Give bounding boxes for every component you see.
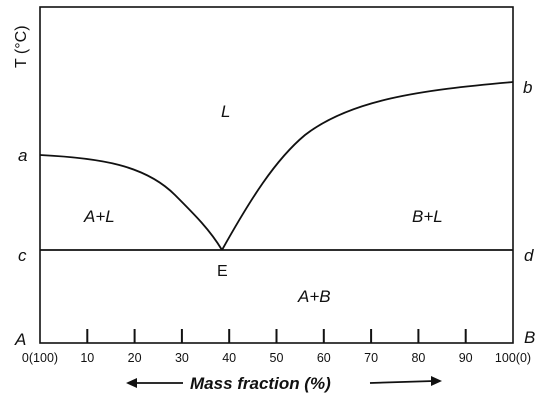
x-axis-label-group: Mass fraction (%)	[126, 374, 442, 393]
x-tick-label: 60	[317, 351, 331, 365]
x-tick-label: 70	[364, 351, 378, 365]
y-axis-label: T (°C)	[13, 25, 30, 68]
left-arrow-icon	[126, 378, 137, 388]
liquidus-curve-left	[39, 154, 223, 251]
label-d: d	[524, 246, 534, 265]
region-a-plus-b: A+B	[297, 287, 331, 306]
x-tick-label: 80	[411, 351, 425, 365]
x-axis-label: Mass fraction (%)	[190, 374, 331, 393]
x-axis-ticks	[86, 329, 467, 343]
label-A: A	[14, 330, 26, 349]
eutectic-point-label: E	[217, 263, 228, 280]
label-a: a	[18, 146, 27, 165]
region-liquid: L	[221, 102, 230, 121]
label-b: b	[523, 78, 532, 97]
x-tick-label: 100(0)	[495, 351, 531, 365]
x-tick-label: 90	[459, 351, 473, 365]
x-tick-label: 40	[222, 351, 236, 365]
plot-frame	[39, 6, 514, 344]
region-b-plus-l: B+L	[412, 207, 443, 226]
liquidus-curve-right	[221, 81, 514, 251]
x-tick-label: 20	[128, 351, 142, 365]
right-arrow-shaft	[369, 380, 435, 384]
x-tick-label: 0(100)	[22, 351, 58, 365]
x-tick-label: 50	[270, 351, 284, 365]
right-arrow-icon	[431, 376, 442, 386]
label-B: B	[524, 328, 535, 347]
region-a-plus-l: A+L	[83, 207, 115, 226]
x-axis-tick-labels: 0(100) 10 20 30 40 50 60 70 80 90 100(0)	[22, 351, 531, 365]
x-tick-label: 10	[80, 351, 94, 365]
x-tick-label: 30	[175, 351, 189, 365]
label-c: c	[18, 246, 27, 265]
